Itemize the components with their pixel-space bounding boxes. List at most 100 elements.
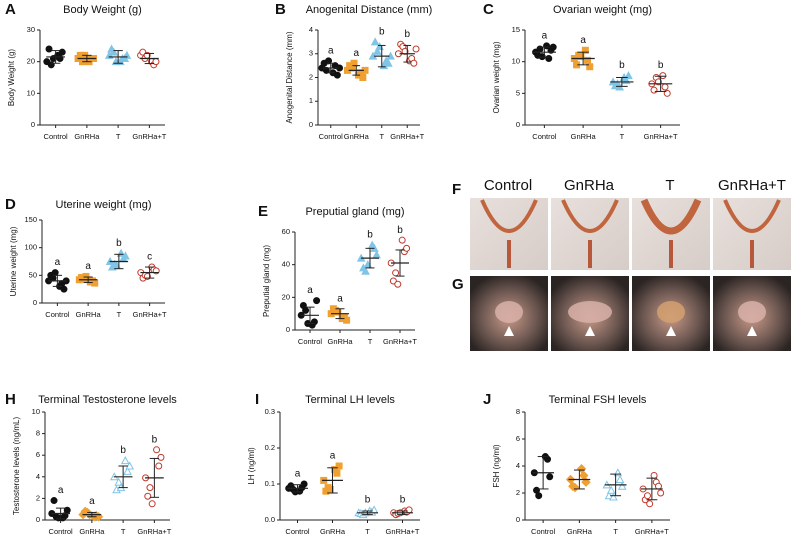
significance-letter: a bbox=[85, 261, 91, 272]
significance-letter: a bbox=[89, 496, 95, 507]
significance-letter: a bbox=[328, 46, 334, 57]
panel-label: H bbox=[5, 391, 16, 408]
error-bar bbox=[403, 44, 412, 63]
error-bar bbox=[610, 473, 622, 497]
y-axis-label: Preputial gland (mg) bbox=[262, 245, 271, 317]
y-axis-label: Testosterone levels (ng/mL) bbox=[12, 417, 21, 516]
photo-arrow bbox=[504, 326, 514, 336]
y-tick-label: 0.2 bbox=[265, 443, 275, 452]
data-point bbox=[333, 71, 341, 79]
error-bar bbox=[377, 44, 386, 68]
photo-arrow bbox=[666, 326, 676, 336]
y-tick-label: 5 bbox=[516, 88, 520, 97]
chart: J Terminal FSH levels FSH (ng/ml) 0 2 4 6 8 Cont… bbox=[483, 391, 670, 536]
error-bar bbox=[305, 306, 315, 324]
panel-label: F bbox=[452, 181, 461, 198]
data-point bbox=[51, 269, 59, 277]
photo-uterus bbox=[723, 199, 781, 233]
significance-letter: a bbox=[55, 257, 61, 268]
data-point bbox=[125, 461, 135, 470]
panel-label: E bbox=[258, 203, 268, 220]
data-point bbox=[370, 37, 380, 46]
x-tick-label: GnRHa+T bbox=[383, 337, 417, 346]
photo-gland bbox=[738, 301, 766, 323]
y-tick-label: 0.3 bbox=[265, 407, 275, 416]
significance-letter: a bbox=[580, 35, 586, 46]
y-tick-label: 0 bbox=[516, 515, 520, 524]
x-tick-label: GnRHa+T bbox=[386, 527, 420, 536]
y-tick-label: 4 bbox=[36, 472, 40, 481]
x-tick-label: GnRHa bbox=[327, 337, 353, 346]
chart-title: Preputial gland (mg) bbox=[305, 206, 404, 218]
photo-uterus bbox=[480, 199, 538, 233]
x-tick-label: Control bbox=[285, 527, 310, 536]
photo-uterus bbox=[561, 199, 619, 233]
photo-arrow bbox=[747, 326, 757, 336]
chart-title: Terminal Testosterone levels bbox=[38, 394, 177, 406]
data-point bbox=[60, 285, 68, 293]
error-bar bbox=[145, 266, 155, 279]
error-bar bbox=[55, 507, 66, 520]
photo-uterus bbox=[640, 198, 702, 235]
error-bar bbox=[362, 510, 373, 516]
data-point bbox=[114, 477, 124, 486]
error-bar bbox=[395, 249, 405, 277]
y-tick-label: 10 bbox=[512, 57, 520, 66]
data-point bbox=[157, 453, 165, 461]
data-point bbox=[577, 53, 585, 61]
y-tick-label: 150 bbox=[24, 215, 37, 224]
data-point bbox=[372, 250, 381, 259]
photo-column-label: GnRHa+T bbox=[718, 177, 786, 194]
data-point bbox=[394, 280, 402, 288]
photo-gland bbox=[495, 301, 523, 323]
error-bar bbox=[113, 50, 123, 64]
chart: D Uterine weight (mg) Uterine weight (mg) 0… bbox=[5, 196, 167, 319]
significance-letter: a bbox=[337, 293, 343, 304]
data-point bbox=[325, 57, 333, 65]
y-tick-label: 20 bbox=[27, 57, 35, 66]
y-tick-label: 0.1 bbox=[265, 479, 275, 488]
data-point bbox=[144, 492, 152, 500]
data-point bbox=[661, 83, 669, 91]
error-bar bbox=[616, 77, 628, 87]
y-tick-label: 15 bbox=[512, 25, 520, 34]
data-point bbox=[581, 477, 591, 487]
y-tick-label: 100 bbox=[24, 243, 37, 252]
x-tick-label: T bbox=[613, 527, 618, 536]
data-point bbox=[646, 500, 654, 508]
data-point bbox=[650, 471, 658, 479]
chart-title: Body Weight (g) bbox=[63, 4, 142, 16]
data-point bbox=[300, 480, 308, 488]
y-tick-label: 3 bbox=[309, 49, 313, 58]
panel-label: B bbox=[275, 1, 286, 18]
data-point bbox=[326, 485, 334, 493]
data-point bbox=[148, 500, 156, 508]
significance-letter: a bbox=[330, 451, 336, 462]
significance-letter: b bbox=[397, 225, 403, 236]
y-tick-label: 10 bbox=[27, 88, 35, 97]
error-bar bbox=[365, 247, 375, 269]
data-point bbox=[659, 72, 667, 80]
x-tick-label: GnRHa+T bbox=[133, 310, 167, 319]
panel-label: G bbox=[452, 276, 464, 293]
error-bar bbox=[83, 276, 93, 284]
error-bar bbox=[335, 308, 345, 320]
x-tick-label: T bbox=[116, 132, 121, 141]
error-bar bbox=[327, 467, 338, 494]
chart: C Ovarian weight (mg) Ovarian weight (mg) 0… bbox=[483, 1, 680, 141]
x-tick-label: Control bbox=[298, 337, 323, 346]
photo-gland bbox=[568, 301, 612, 323]
data-point bbox=[109, 47, 119, 56]
x-tick-label: Control bbox=[532, 132, 557, 141]
data-point bbox=[546, 473, 554, 481]
error-bar bbox=[144, 52, 155, 65]
x-tick-label: T bbox=[379, 132, 384, 141]
panel-label: D bbox=[5, 196, 16, 213]
data-point bbox=[350, 59, 358, 67]
chart: E Preputial gland (mg) Preputial gland (mg… bbox=[258, 203, 417, 346]
data-point bbox=[91, 279, 99, 287]
x-tick-label: GnRHa+T bbox=[390, 132, 424, 141]
data-point bbox=[412, 45, 420, 53]
data-point bbox=[544, 455, 552, 463]
